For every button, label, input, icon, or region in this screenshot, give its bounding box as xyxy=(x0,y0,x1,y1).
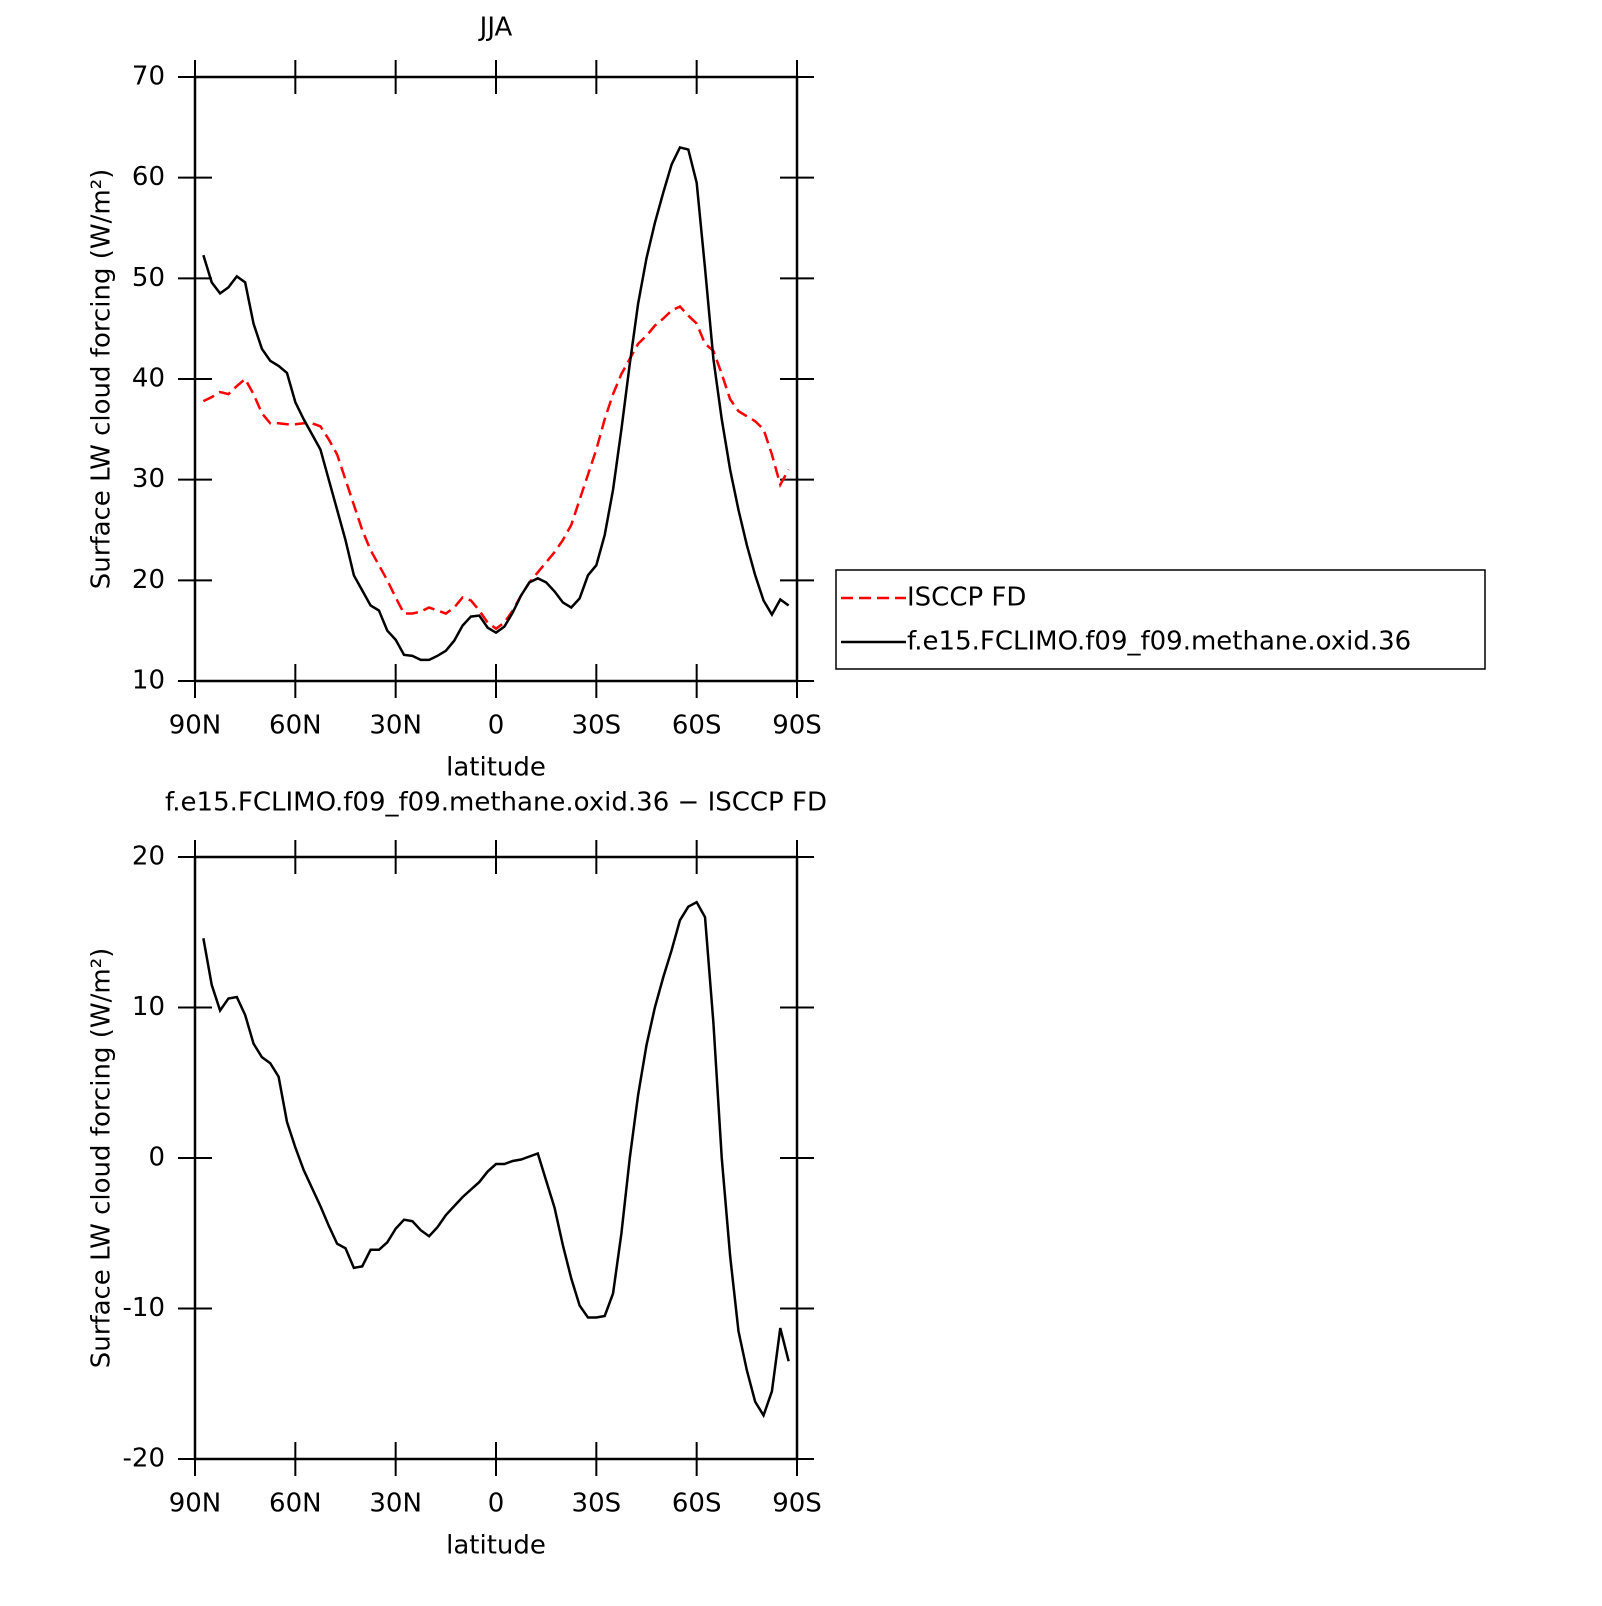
legend-label: f.e15.FCLIMO.f09_f09.methane.oxid.36 xyxy=(907,627,1411,657)
x-tick-label: 60N xyxy=(269,1489,322,1519)
y-tick-label: 50 xyxy=(132,263,165,293)
x-tick-label: 30S xyxy=(572,711,622,741)
x-tick-label: 90N xyxy=(169,1489,222,1519)
x-tick-label: 90S xyxy=(772,711,822,741)
plot-frame xyxy=(193,75,799,683)
plot-frame xyxy=(193,855,799,1461)
x-tick-label: 90S xyxy=(772,1489,822,1519)
x-axis-label: latitude xyxy=(446,753,546,783)
y-axis-label: Surface LW cloud forcing (W/m²) xyxy=(87,948,117,1369)
y-tick-label: 10 xyxy=(132,992,165,1022)
y-tick-label: 20 xyxy=(132,565,165,595)
x-tick-label: 60N xyxy=(269,711,322,741)
x-tick-label: 90N xyxy=(169,711,222,741)
y-tick-label: 30 xyxy=(132,464,165,494)
chart-title: JJA xyxy=(478,13,513,43)
y-tick-label: 10 xyxy=(132,666,165,696)
legend-box xyxy=(835,569,1486,670)
y-tick-label: -20 xyxy=(123,1444,165,1474)
x-tick-label: 30S xyxy=(572,1489,622,1519)
x-tick-label: 60S xyxy=(672,1489,722,1519)
data-line xyxy=(202,900,790,1419)
x-axis-label: latitude xyxy=(446,1531,546,1561)
y-tick-label: 40 xyxy=(132,364,165,394)
y-tick-label: 60 xyxy=(132,162,165,192)
y-tick-label: 20 xyxy=(132,842,165,872)
legend-label: ISCCP FD xyxy=(907,583,1026,613)
y-tick-label: -10 xyxy=(123,1293,165,1323)
data-line xyxy=(202,146,790,662)
x-tick-label: 30N xyxy=(369,711,422,741)
x-tick-label: 30N xyxy=(369,1489,422,1519)
y-axis-label: Surface LW cloud forcing (W/m²) xyxy=(87,169,117,590)
x-tick-label: 60S xyxy=(672,711,722,741)
y-tick-label: 70 xyxy=(132,62,165,92)
data-line xyxy=(202,304,790,631)
x-tick-label: 0 xyxy=(488,711,505,741)
chart-title: f.e15.FCLIMO.f09_f09.methane.oxid.36 − I… xyxy=(165,788,827,818)
y-tick-label: 0 xyxy=(148,1143,165,1173)
x-tick-label: 0 xyxy=(488,1489,505,1519)
